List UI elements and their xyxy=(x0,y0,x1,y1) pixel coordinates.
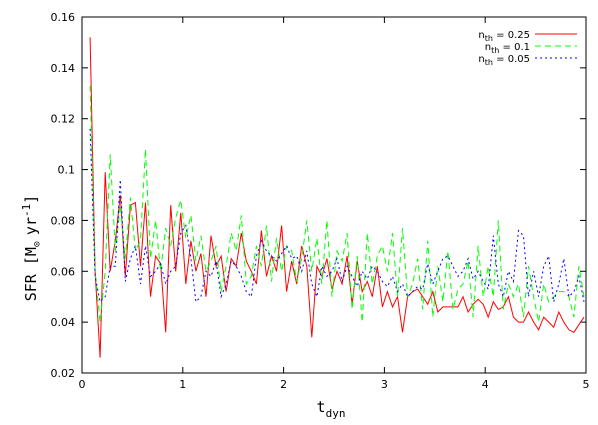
y-tick-label: 0.02 xyxy=(51,367,76,380)
series-line-1 xyxy=(89,85,585,323)
legend-label-0: nth = 0.25 xyxy=(478,30,530,43)
x-tick-label: 1 xyxy=(179,378,186,391)
series-line-2 xyxy=(89,128,585,303)
y-tick-label: 0.06 xyxy=(51,265,76,278)
x-axis-label: tdyn xyxy=(317,398,346,420)
y-tick-label: 0.04 xyxy=(51,316,76,329)
y-tick-label: 0.08 xyxy=(51,214,76,227)
y-tick-label: 0.1 xyxy=(58,164,76,177)
ticks-group: 0 1 2 3 4 5 0.02 0.04 0.06 0.08 0.1 0.12 0.14 0.16 xyxy=(51,11,590,391)
x-tick-label: 2 xyxy=(280,378,287,391)
plot-frame xyxy=(81,16,587,374)
x-tick-label: 0 xyxy=(79,378,86,391)
x-tick-label: 3 xyxy=(381,378,388,391)
y-tick-label: 0.14 xyxy=(51,62,76,75)
legend-label-1: nth = 0.1 xyxy=(485,42,530,55)
y-tick-label: 0.16 xyxy=(51,11,76,24)
x-tick-label: 5 xyxy=(583,378,590,391)
y-tick-label: 0.12 xyxy=(51,113,76,126)
plot-frame-group xyxy=(81,16,587,374)
y-axis-label: SFR [M⊙yr-1] xyxy=(20,195,43,302)
legend-label-2: nth = 0.05 xyxy=(478,54,530,67)
series-lines-group xyxy=(89,37,585,358)
x-tick-label: 4 xyxy=(482,378,489,391)
series-line-0 xyxy=(89,37,585,358)
